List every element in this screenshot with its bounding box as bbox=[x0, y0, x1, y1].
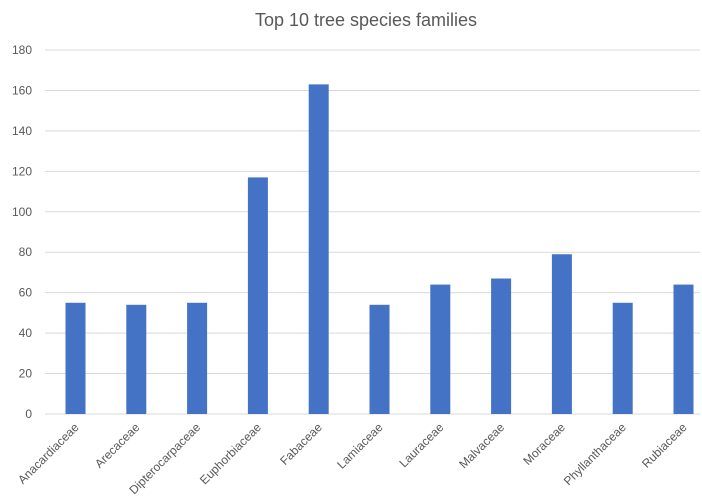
y-tick-label: 60 bbox=[19, 286, 33, 300]
x-tick-label: Anacardiaceae bbox=[15, 420, 82, 487]
bar-fabaceae bbox=[308, 84, 329, 414]
bar-rubiaceae bbox=[673, 284, 694, 414]
y-tick-label: 40 bbox=[19, 326, 33, 340]
y-tick-label: 160 bbox=[12, 83, 32, 97]
x-tick-label: Lauraceae bbox=[396, 420, 446, 470]
bar-arecaceae bbox=[126, 304, 147, 414]
bar-lauraceae bbox=[430, 284, 451, 414]
y-tick-label: 140 bbox=[12, 124, 32, 138]
y-tick-label: 100 bbox=[12, 205, 32, 219]
x-tick-label: Rubiaceae bbox=[639, 420, 690, 471]
y-axis-ticks: 0 20 40 60 80 100 120 140 160 180 bbox=[12, 43, 32, 421]
x-tick-label: Phyllanthaceae bbox=[561, 420, 629, 488]
bar-dipterocarpaceae bbox=[187, 302, 208, 414]
x-tick-label: Moraceae bbox=[520, 420, 568, 468]
y-tick-label: 180 bbox=[12, 43, 32, 57]
y-tick-label: 80 bbox=[19, 245, 33, 259]
bar-moraceae bbox=[551, 254, 572, 414]
bar-anacardiaceae bbox=[65, 302, 86, 414]
x-tick-label: Malvaceae bbox=[456, 420, 507, 471]
x-tick-label: Euphorbiaceae bbox=[197, 420, 264, 487]
bar-euphorbiaceae bbox=[247, 177, 268, 414]
x-axis-ticks: Anacardiaceae ArecaceaeDipterocarpaceaeEu… bbox=[15, 420, 690, 497]
x-tick-label: Arecaceae bbox=[92, 420, 143, 471]
y-tick-label: 20 bbox=[19, 367, 33, 381]
y-tick-label: 0 bbox=[25, 407, 32, 421]
x-tick-label: Fabaceae bbox=[277, 420, 325, 468]
bar-malvaceae bbox=[491, 278, 512, 414]
y-tick-label: 120 bbox=[12, 164, 32, 178]
bars bbox=[65, 84, 694, 414]
chart-title: Top 10 tree species families bbox=[255, 10, 477, 30]
bar-lamiaceae bbox=[369, 304, 390, 414]
x-tick-label: Lamiaceae bbox=[334, 420, 386, 472]
gridlines bbox=[45, 49, 700, 415]
bar-phyllanthaceae bbox=[612, 302, 633, 414]
